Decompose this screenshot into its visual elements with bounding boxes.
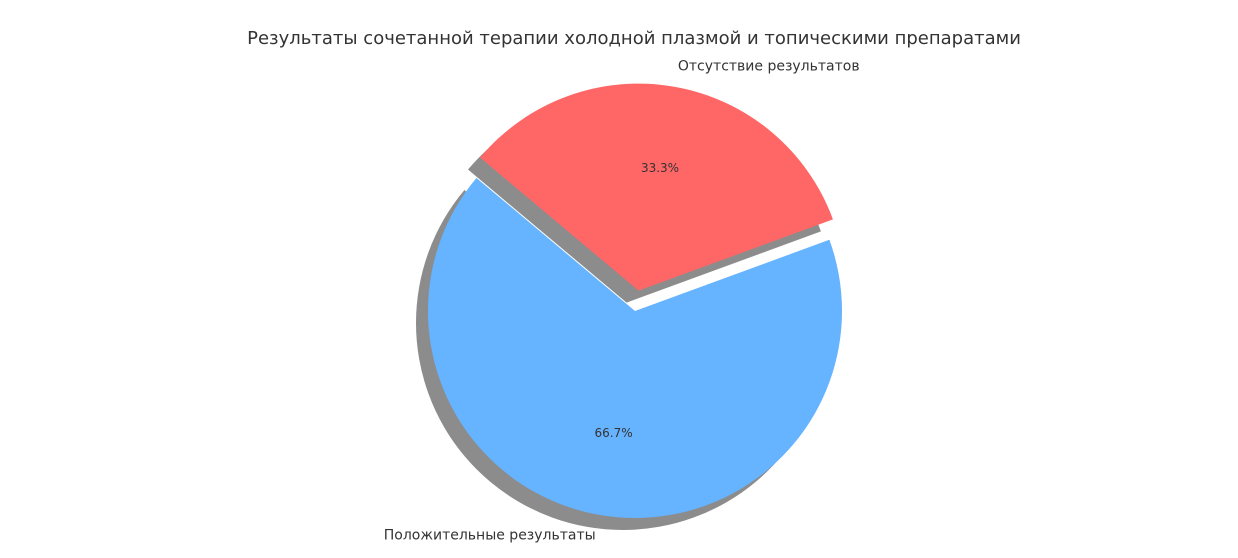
category-label: Отсутствие результатов (678, 58, 860, 74)
slice (480, 83, 833, 291)
chart-title: Результаты сочетанной терапии холодной п… (247, 28, 1021, 49)
slice (427, 177, 842, 518)
value-label: 66.7% (594, 426, 632, 440)
value-label: 33.3% (641, 161, 679, 175)
category-label: Положительные результаты (384, 527, 596, 543)
